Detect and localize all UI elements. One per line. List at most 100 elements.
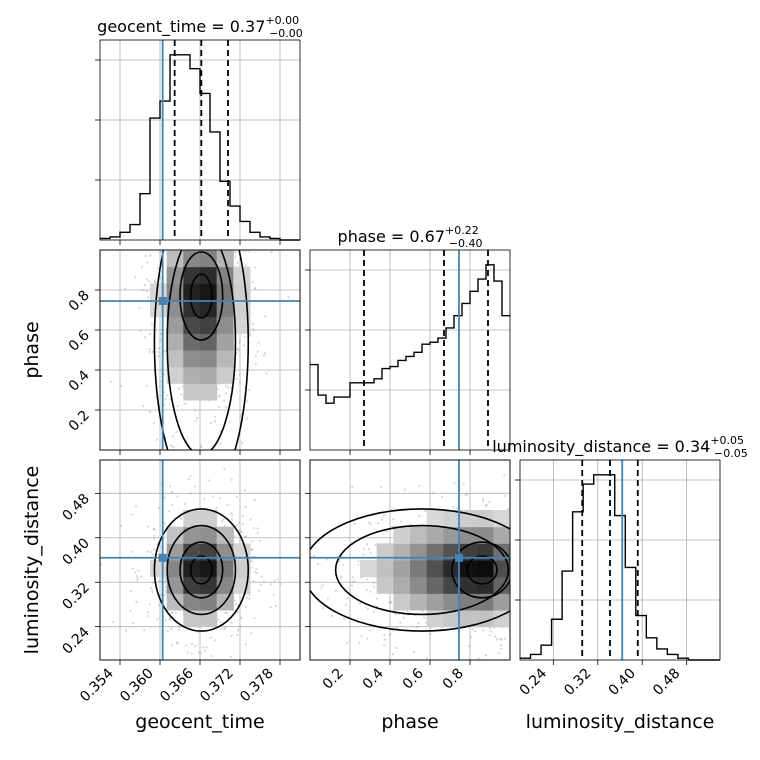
sample-point [274, 604, 277, 608]
sample-point [218, 405, 221, 409]
sample-point [166, 394, 169, 397]
sample-point [193, 644, 197, 648]
sample-point [185, 644, 188, 647]
sample-point [372, 582, 375, 585]
sample-point [257, 341, 260, 344]
sample-point [366, 607, 369, 610]
sample-point [150, 587, 153, 590]
sample-point [124, 287, 127, 290]
sample-point [462, 482, 465, 485]
sample-point [164, 576, 167, 580]
sample-point [237, 629, 240, 632]
density-cell [183, 333, 201, 351]
sample-point [239, 381, 242, 384]
sample-point [135, 574, 138, 578]
sample-point [177, 387, 180, 390]
sample-point [254, 266, 257, 269]
x-tick-label: 0.366 [157, 665, 197, 705]
density-cell [376, 560, 394, 578]
x-axis-label-luminosity-distance: luminosity_distance [526, 711, 715, 733]
sample-point [224, 392, 228, 395]
density-cell [183, 350, 201, 368]
sample-point [152, 527, 156, 531]
sample-point [151, 350, 155, 353]
sample-point [170, 444, 173, 447]
density-cell [200, 366, 218, 384]
x-tick-label: 0.8 [440, 666, 467, 693]
sample-point [164, 580, 167, 583]
sample-point [172, 446, 175, 449]
density-cell [393, 576, 411, 594]
histogram-step [100, 54, 300, 241]
sample-point [236, 261, 239, 264]
sample-point [217, 452, 219, 454]
sample-point [131, 567, 134, 570]
sample-point [190, 652, 193, 655]
sample-point [372, 585, 376, 589]
sample-point [120, 524, 123, 527]
sample-point [176, 641, 179, 644]
sample-point [185, 479, 187, 481]
sample-point [235, 377, 238, 380]
sample-point [246, 417, 249, 420]
sample-point [223, 628, 226, 631]
density-cell [233, 543, 251, 561]
sample-point [297, 596, 299, 598]
sample-point [237, 348, 240, 352]
contour-line [310, 508, 510, 632]
sample-point [148, 280, 151, 283]
sample-point [146, 614, 149, 617]
sample-point [146, 525, 149, 528]
y-axis-label-luminosity-distance: luminosity_distance [21, 466, 43, 655]
truth-marker [455, 553, 463, 562]
sample-point [226, 611, 229, 615]
sample-point [500, 638, 503, 641]
y-tick-label: 0.48 [59, 491, 92, 524]
sample-point [143, 336, 147, 339]
density-cell [183, 560, 201, 578]
x-tick-label: 0.32 [561, 666, 594, 699]
sample-point [321, 607, 325, 610]
density-cell [393, 593, 411, 611]
sample-point [383, 514, 386, 517]
sample-point [353, 522, 356, 526]
sample-point [252, 526, 256, 530]
sample-point [109, 380, 112, 383]
sample-point [366, 578, 369, 581]
sample-point [199, 651, 203, 654]
sample-point [204, 464, 206, 466]
sample-point [503, 494, 506, 498]
sample-point [357, 563, 360, 566]
sample-point [142, 405, 145, 408]
sample-point [245, 596, 249, 600]
sample-point [243, 250, 246, 253]
density-cell [200, 333, 218, 351]
sample-point [248, 597, 251, 600]
sample-point [230, 478, 233, 481]
sample-point [134, 505, 138, 508]
sample-point [272, 594, 275, 597]
sample-point [428, 633, 432, 636]
sample-point [383, 633, 386, 637]
density-cell [216, 250, 234, 268]
sample-point [137, 569, 140, 572]
sample-point [209, 636, 212, 639]
density-cell [216, 350, 234, 368]
sample-point [369, 551, 372, 554]
sample-point [503, 637, 507, 640]
sample-point [253, 499, 256, 502]
sample-point [138, 307, 141, 310]
sample-point [477, 657, 480, 660]
sample-point [145, 278, 148, 281]
sample-point [240, 531, 243, 534]
title-lower-error: −0.40 [449, 237, 483, 250]
density-cell [216, 283, 234, 301]
sample-point [176, 642, 179, 645]
sample-point [484, 654, 488, 657]
sample-point [169, 485, 172, 488]
density-cell [443, 526, 461, 544]
sample-point [251, 322, 254, 325]
sample-point [147, 296, 150, 299]
sample-point [392, 517, 395, 521]
sample-point [159, 250, 162, 253]
